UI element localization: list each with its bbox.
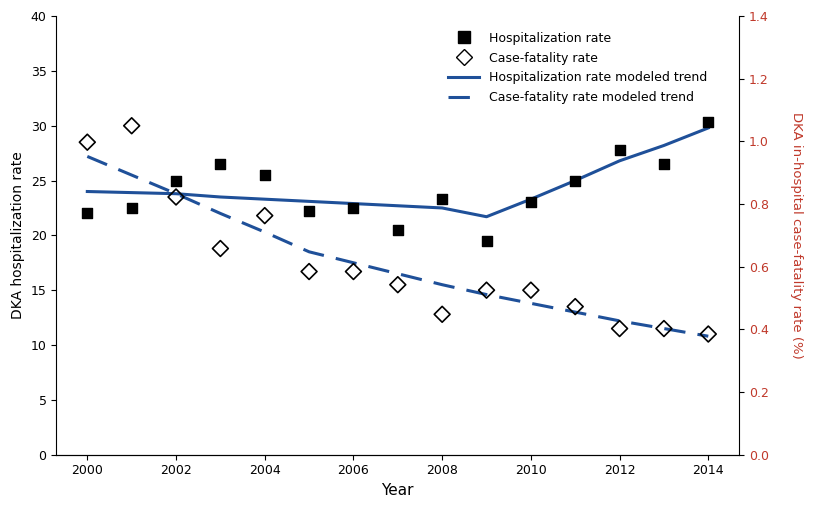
- Point: [569, 177, 582, 185]
- Point: [125, 122, 138, 130]
- Point: [480, 237, 493, 245]
- Point: [613, 146, 626, 154]
- Point: [169, 193, 182, 201]
- Point: [347, 204, 360, 212]
- Point: [258, 171, 271, 179]
- Point: [347, 267, 360, 275]
- Y-axis label: DKA hospitalization rate: DKA hospitalization rate: [11, 152, 25, 319]
- Point: [169, 177, 182, 185]
- Point: [214, 160, 227, 168]
- Point: [702, 330, 715, 338]
- Point: [125, 204, 138, 212]
- Point: [435, 195, 449, 203]
- Y-axis label: DKA in-hospital case-fatality rate (%): DKA in-hospital case-fatality rate (%): [790, 112, 803, 359]
- Point: [303, 207, 316, 215]
- Point: [480, 286, 493, 294]
- Point: [81, 138, 94, 146]
- Point: [702, 119, 715, 127]
- Point: [392, 280, 405, 289]
- Point: [303, 267, 316, 275]
- X-axis label: Year: Year: [382, 483, 414, 498]
- Point: [524, 199, 537, 207]
- Point: [658, 160, 671, 168]
- Point: [658, 324, 671, 332]
- Point: [214, 244, 227, 252]
- Point: [435, 310, 449, 318]
- Legend: Hospitalization rate, Case-fatality rate, Hospitalization rate modeled trend, Ca: Hospitalization rate, Case-fatality rate…: [443, 27, 712, 109]
- Point: [569, 302, 582, 310]
- Point: [258, 212, 271, 220]
- Point: [524, 286, 537, 294]
- Point: [392, 226, 405, 234]
- Point: [81, 209, 94, 217]
- Point: [613, 324, 626, 332]
